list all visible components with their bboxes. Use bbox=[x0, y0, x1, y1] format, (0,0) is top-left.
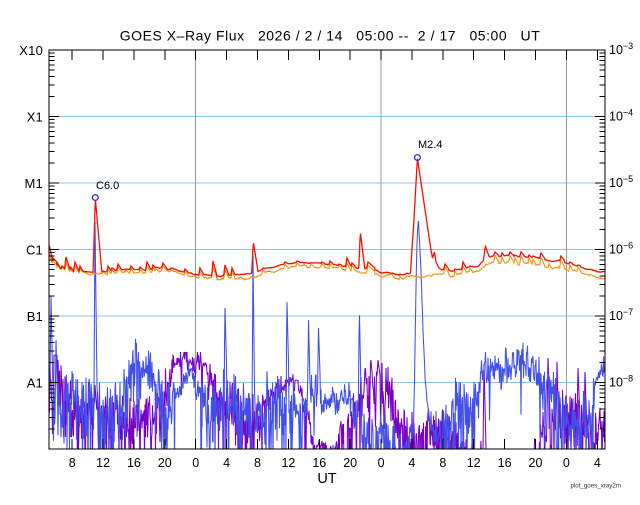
svg-text:8: 8 bbox=[69, 456, 76, 470]
svg-text:plot_goes_xray2m: plot_goes_xray2m bbox=[570, 483, 621, 490]
svg-text:GOES X–Ray Flux 2026 / 2 / 1: GOES X–Ray Flux 2026 / 2 / 14 05:00 -- 2… bbox=[120, 28, 541, 44]
svg-text:C1: C1 bbox=[26, 243, 43, 258]
svg-text:4: 4 bbox=[223, 456, 230, 470]
svg-text:X10: X10 bbox=[19, 43, 43, 58]
svg-text:20: 20 bbox=[158, 456, 172, 470]
svg-text:8: 8 bbox=[439, 456, 446, 470]
svg-text:12: 12 bbox=[96, 456, 110, 470]
svg-text:8: 8 bbox=[254, 456, 261, 470]
svg-text:16: 16 bbox=[498, 456, 512, 470]
svg-text:0: 0 bbox=[563, 456, 570, 470]
svg-text:20: 20 bbox=[529, 456, 543, 470]
svg-text:0: 0 bbox=[378, 456, 385, 470]
svg-text:C6.0: C6.0 bbox=[96, 180, 119, 192]
svg-text:M2.4: M2.4 bbox=[418, 139, 442, 151]
svg-text:16: 16 bbox=[312, 456, 326, 470]
svg-text:B1: B1 bbox=[27, 309, 43, 324]
svg-text:12: 12 bbox=[281, 456, 295, 470]
svg-text:X1: X1 bbox=[27, 110, 43, 125]
svg-text:16: 16 bbox=[127, 456, 141, 470]
svg-text:4: 4 bbox=[408, 456, 415, 470]
svg-text:M1: M1 bbox=[25, 176, 43, 191]
svg-text:A1: A1 bbox=[27, 376, 43, 391]
svg-text:4: 4 bbox=[594, 456, 601, 470]
svg-text:20: 20 bbox=[343, 456, 357, 470]
svg-text:0: 0 bbox=[192, 456, 199, 470]
svg-text:12: 12 bbox=[467, 456, 481, 470]
svg-text:UT: UT bbox=[317, 471, 336, 487]
